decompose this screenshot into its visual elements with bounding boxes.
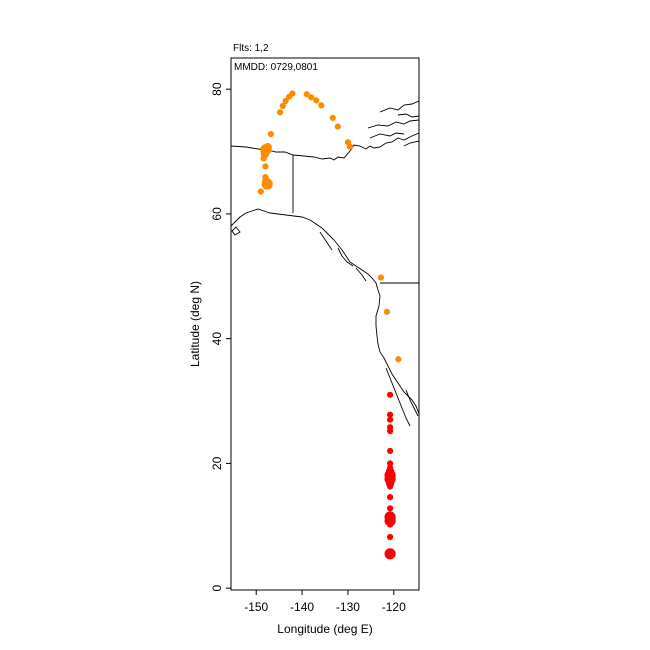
trajectory-point	[387, 505, 394, 512]
x-axis-label: Longitude (deg E)	[277, 622, 372, 636]
trajectory-point	[318, 102, 325, 109]
trajectory-point	[303, 91, 310, 98]
trajectory-point	[260, 155, 267, 162]
trajectory-point	[387, 427, 394, 435]
trajectory-point	[289, 90, 296, 97]
y-axis-label: Latitude (deg N)	[188, 281, 202, 367]
trajectory-point	[387, 483, 394, 490]
x-tick-label: -150	[244, 600, 268, 614]
trajectory-point	[384, 548, 396, 560]
y-tick-label: 40	[210, 332, 224, 346]
y-tick-label: 60	[210, 207, 224, 221]
trajectory-point	[277, 109, 284, 116]
y-axis: 0 20 40 60 80	[210, 82, 231, 591]
trajectory-point	[387, 391, 394, 398]
trajectory-point	[387, 494, 394, 501]
trajectory-point	[267, 131, 274, 138]
trajectory-point	[279, 102, 286, 110]
y-tick-label: 20	[210, 456, 224, 470]
trajectory-point	[387, 447, 394, 454]
trajectory-points	[257, 90, 402, 560]
trajectory-point	[395, 356, 402, 363]
x-tick-label: -140	[290, 600, 314, 614]
trajectory-point	[282, 97, 289, 105]
x-tick-label: -120	[382, 600, 406, 614]
dates-annotation: MMDD: 0729,0801	[234, 62, 318, 73]
trajectory-point	[261, 178, 273, 190]
trajectory-point	[257, 188, 264, 195]
trajectory-point	[387, 533, 394, 541]
y-tick-label: 80	[210, 82, 224, 96]
x-axis: -150 -140 -130 -120	[244, 590, 406, 614]
trajectory-point	[262, 163, 269, 170]
trajectory-point	[383, 308, 390, 315]
trajectory-point	[387, 521, 394, 528]
y-tick-label: 0	[210, 584, 224, 591]
trajectory-point	[334, 123, 341, 130]
trajectory-point	[329, 114, 336, 121]
plot-frame	[230, 57, 420, 591]
flights-annotation: Flts: 1,2	[233, 43, 269, 54]
x-tick-label: -130	[336, 600, 360, 614]
trajectory-point	[387, 411, 394, 418]
trajectory-point	[308, 94, 315, 101]
trajectory-point	[377, 274, 384, 281]
trajectory-point	[387, 416, 394, 423]
trajectory-point	[346, 143, 353, 150]
trajectory-point	[313, 97, 320, 104]
trajectory-point	[387, 460, 394, 467]
coastlines	[231, 100, 419, 427]
